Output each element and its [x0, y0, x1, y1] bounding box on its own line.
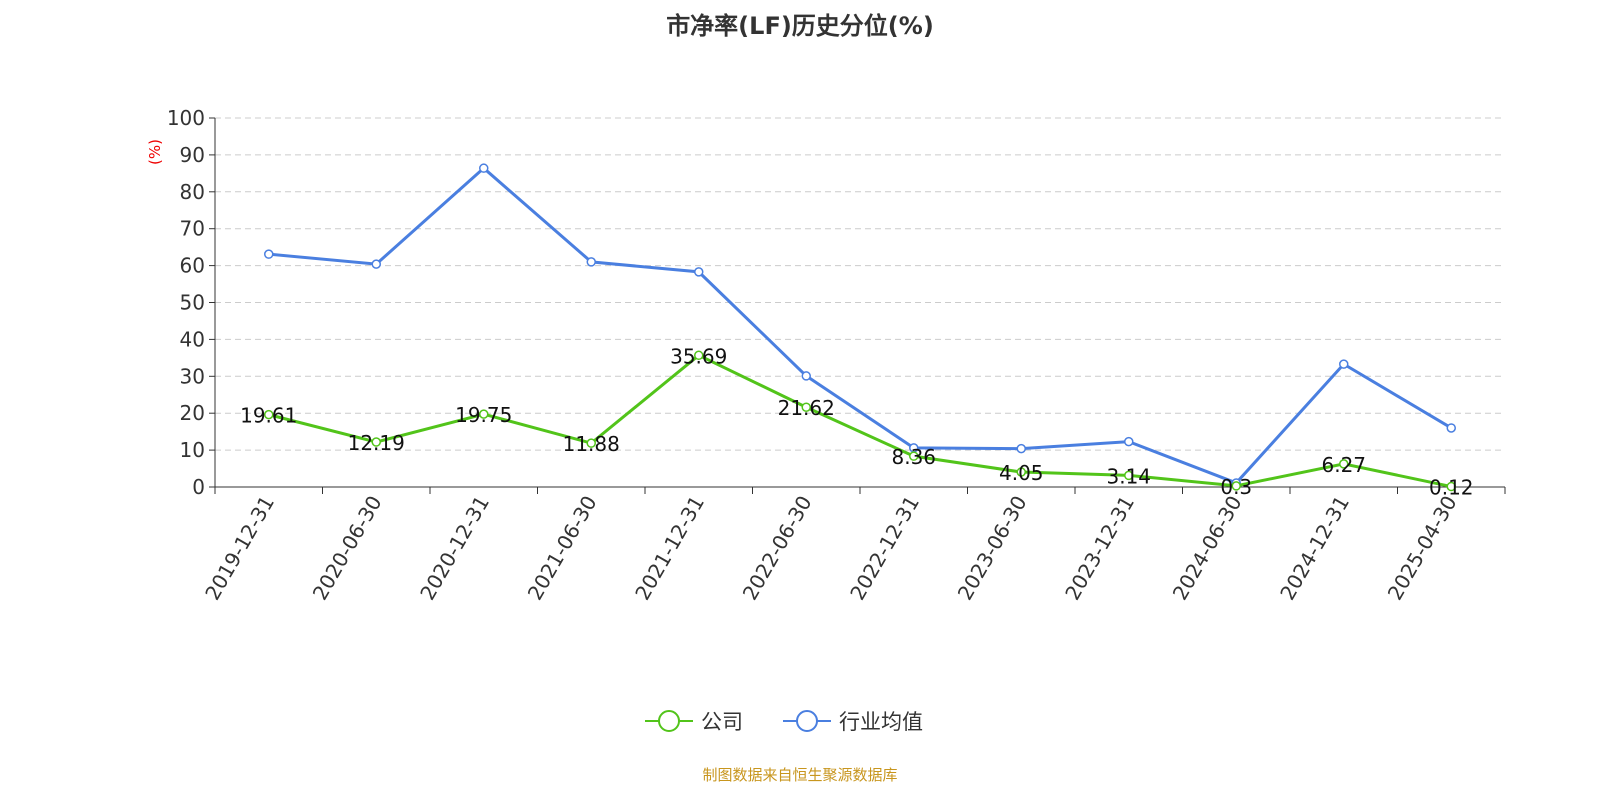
x-tick-label: 2024-06-30 — [1168, 492, 1247, 605]
data-label: 8.36 — [891, 445, 936, 469]
data-point — [264, 249, 274, 259]
series-line — [268, 166, 1453, 485]
data-point — [1231, 481, 1241, 491]
data-label: 12.19 — [348, 431, 405, 455]
data-point — [479, 409, 489, 419]
y-tick-label: 0 — [192, 475, 205, 499]
data-label: 6.27 — [1321, 453, 1366, 477]
data-point — [371, 437, 381, 447]
data-point — [801, 371, 811, 381]
y-tick-label: 100 — [167, 106, 205, 130]
data-point — [694, 267, 704, 277]
x-tick-label: 2022-06-30 — [738, 492, 817, 605]
y-tick-label: 10 — [180, 438, 205, 462]
data-point — [1124, 470, 1134, 481]
x-tick-label: 2023-06-30 — [953, 492, 1032, 605]
data-point — [1016, 443, 1026, 454]
series-line — [268, 353, 1452, 489]
y-axis-label: (%) — [146, 139, 164, 165]
data-point — [264, 409, 274, 420]
data-label: 0.12 — [1429, 476, 1474, 500]
y-tick-label: 70 — [180, 217, 205, 241]
data-label: 3.14 — [1106, 464, 1151, 488]
y-tick-label: 60 — [180, 254, 205, 278]
data-point — [1016, 467, 1026, 477]
data-point — [909, 451, 919, 461]
data-point — [1339, 459, 1349, 469]
legend-label: 行业均值 — [839, 710, 923, 734]
data-point — [1446, 423, 1456, 433]
legend-marker — [658, 710, 680, 732]
y-tick-label: 80 — [180, 180, 205, 204]
data-label: 35.69 — [670, 344, 727, 368]
x-tick-label: 2021-06-30 — [523, 492, 602, 605]
data-point — [1446, 481, 1456, 492]
data-label: 21.62 — [778, 396, 835, 420]
x-tick-label: 2020-12-31 — [415, 492, 494, 605]
data-point — [1124, 436, 1134, 447]
data-point — [371, 259, 381, 269]
legend-label: 公司 — [701, 710, 743, 734]
data-label: 0.3 — [1220, 475, 1252, 499]
x-tick-label: 2019-12-31 — [200, 492, 279, 605]
x-tick-label: 2021-12-31 — [630, 492, 709, 605]
y-tick-label: 90 — [180, 143, 205, 167]
x-tick-label: 2020-06-30 — [308, 492, 387, 605]
data-point — [801, 402, 811, 412]
legend-marker — [796, 710, 818, 732]
data-label: 19.61 — [240, 404, 297, 428]
y-tick-label: 30 — [180, 364, 205, 388]
x-tick-label: 2023-12-31 — [1060, 492, 1139, 605]
chart-title: 市净率(LF)历史分位(%) — [666, 12, 934, 40]
data-point — [586, 438, 596, 448]
data-label: 4.05 — [999, 461, 1044, 485]
data-point — [586, 257, 596, 267]
data-point — [479, 163, 489, 173]
x-tick-label: 2025-04-30 — [1383, 492, 1462, 605]
x-tick-label: 2022-12-31 — [845, 492, 924, 605]
y-tick-label: 50 — [180, 291, 205, 315]
data-label: 19.75 — [455, 403, 512, 427]
y-tick-label: 20 — [180, 401, 205, 425]
y-tick-label: 40 — [180, 327, 205, 351]
data-point — [694, 350, 704, 361]
data-point — [1339, 359, 1349, 369]
x-tick-label: 2024-12-31 — [1275, 492, 1354, 605]
data-label: 11.88 — [563, 432, 620, 456]
source-note: 制图数据来自恒生聚源数据库 — [702, 766, 898, 784]
